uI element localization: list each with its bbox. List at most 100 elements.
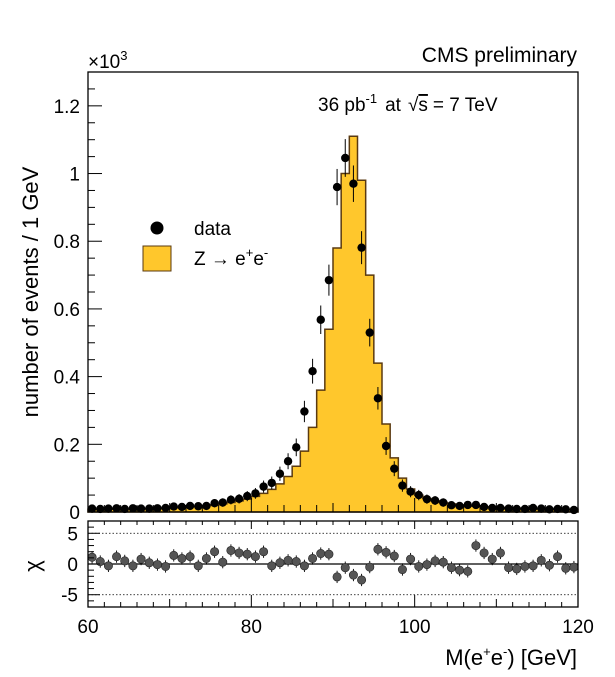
residual-marker bbox=[397, 565, 407, 575]
residual-x-tick-label: 80 bbox=[241, 617, 262, 638]
residual-point bbox=[528, 559, 538, 572]
residual-reference-lines bbox=[88, 532, 578, 596]
data-point bbox=[234, 494, 244, 504]
residual-marker bbox=[201, 553, 211, 563]
data-marker bbox=[357, 243, 366, 252]
residual-marker bbox=[487, 554, 497, 564]
residual-y-tick-label: -5 bbox=[61, 586, 78, 607]
main-y-tick-label: 0.4 bbox=[54, 368, 81, 389]
residual-point bbox=[438, 556, 448, 569]
lumi-annotation: 36 pb-1 at √s = 7 TeV bbox=[318, 91, 498, 116]
residual-point bbox=[430, 554, 440, 568]
residual-marker bbox=[291, 557, 301, 567]
data-point bbox=[267, 476, 276, 490]
residual-point bbox=[275, 556, 285, 569]
data-marker bbox=[528, 503, 538, 513]
residual-point bbox=[365, 560, 375, 574]
main-y-tick-labels: 0 0.2 0.4 0.6 0.8 1 1.2 bbox=[54, 97, 81, 524]
legend-mc-label-b: e bbox=[253, 249, 264, 270]
data-marker bbox=[275, 469, 285, 478]
residual-marker bbox=[569, 562, 579, 572]
residual-marker bbox=[422, 560, 432, 570]
data-marker bbox=[373, 394, 383, 403]
data-marker bbox=[259, 482, 268, 491]
residual-marker bbox=[504, 563, 514, 573]
residual-point bbox=[308, 552, 318, 565]
residual-point bbox=[161, 560, 171, 573]
residual-point bbox=[487, 552, 497, 566]
data-marker bbox=[455, 501, 464, 511]
residual-point bbox=[422, 558, 432, 571]
data-marker bbox=[341, 153, 350, 163]
data-point bbox=[479, 502, 489, 512]
data-marker bbox=[365, 328, 374, 337]
residual-marker bbox=[430, 556, 440, 566]
residual-point bbox=[250, 550, 260, 563]
scale-label-exp: 3 bbox=[120, 48, 127, 63]
data-point bbox=[504, 504, 513, 513]
data-point bbox=[226, 495, 236, 505]
residual-point bbox=[177, 552, 187, 565]
data-point bbox=[324, 264, 334, 296]
data-marker bbox=[153, 504, 162, 513]
data-point bbox=[128, 504, 138, 513]
data-marker bbox=[292, 443, 301, 452]
data-marker bbox=[553, 504, 562, 514]
data-marker bbox=[243, 491, 252, 501]
data-marker bbox=[496, 503, 505, 513]
lumi-exp: -1 bbox=[366, 91, 378, 106]
data-point bbox=[332, 168, 342, 206]
residual-marker bbox=[259, 547, 269, 557]
data-marker bbox=[422, 494, 432, 504]
data-point bbox=[275, 466, 285, 481]
residual-marker bbox=[226, 545, 236, 555]
residual-points bbox=[87, 539, 579, 587]
mc-histogram bbox=[87, 135, 579, 513]
residual-marker bbox=[283, 555, 293, 565]
x-axis-title-c: ) [GeV] bbox=[507, 645, 577, 670]
residual-panel: -5 0 5 60 80 100 120 χ M(e+e-) [GeV] bbox=[20, 520, 594, 670]
data-point bbox=[153, 504, 162, 513]
data-marker bbox=[316, 315, 325, 324]
residual-marker bbox=[234, 548, 244, 558]
data-point bbox=[161, 503, 170, 513]
data-marker bbox=[430, 496, 440, 505]
residual-marker bbox=[455, 565, 465, 575]
residual-marker bbox=[479, 548, 489, 558]
data-point bbox=[488, 503, 497, 513]
residual-point bbox=[169, 549, 179, 562]
data-marker bbox=[112, 504, 121, 513]
data-point bbox=[365, 318, 374, 347]
data-marker bbox=[398, 481, 407, 490]
residual-marker bbox=[87, 552, 97, 562]
residual-point bbox=[561, 562, 571, 575]
data-point bbox=[398, 479, 407, 492]
residual-x-tick-labels: 60 80 100 120 bbox=[77, 617, 593, 638]
lumi-value: 36 pb bbox=[318, 95, 366, 116]
data-point bbox=[292, 438, 301, 457]
data-point bbox=[455, 501, 464, 511]
residual-marker bbox=[471, 541, 481, 551]
data-marker bbox=[349, 179, 358, 188]
data-point bbox=[406, 486, 415, 498]
residual-y-axis-title: χ bbox=[20, 560, 45, 572]
data-point bbox=[569, 505, 579, 515]
data-marker bbox=[488, 503, 497, 513]
residual-marker bbox=[340, 563, 350, 573]
data-marker bbox=[120, 504, 129, 514]
residual-marker bbox=[120, 556, 130, 566]
data-point bbox=[218, 498, 227, 507]
data-marker bbox=[145, 504, 154, 513]
residual-point bbox=[397, 563, 407, 576]
data-marker bbox=[479, 502, 489, 512]
residual-point bbox=[218, 556, 228, 569]
residual-marker bbox=[267, 561, 277, 571]
data-marker bbox=[210, 499, 219, 508]
main-y-tick-label: 1.2 bbox=[54, 97, 80, 118]
x-axis-title-b: e bbox=[491, 645, 503, 670]
residual-point bbox=[389, 549, 399, 563]
residual-marker bbox=[438, 557, 448, 567]
residual-point bbox=[259, 545, 269, 558]
x-axis-title-sup1: + bbox=[483, 644, 491, 659]
data-point bbox=[422, 494, 432, 504]
